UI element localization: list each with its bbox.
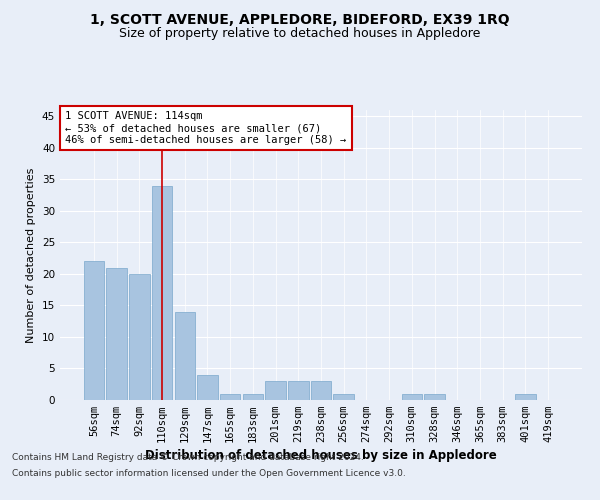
Bar [175, 312, 195, 400]
Text: Contains public sector information licensed under the Open Government Licence v3: Contains public sector information licen… [12, 468, 406, 477]
Text: 1, SCOTT AVENUE, APPLEDORE, BIDEFORD, EX39 1RQ: 1, SCOTT AVENUE, APPLEDORE, BIDEFORD, EX… [90, 12, 510, 26]
X-axis label: Distribution of detached houses by size in Appledore: Distribution of detached houses by size … [145, 450, 497, 462]
Text: 1 SCOTT AVENUE: 114sqm
← 53% of detached houses are smaller (67)
46% of semi-det: 1 SCOTT AVENUE: 114sqm ← 53% of detached… [65, 112, 346, 144]
Bar [197, 375, 218, 400]
Bar [242, 394, 263, 400]
Bar [152, 186, 172, 400]
Bar [84, 262, 104, 400]
Bar [334, 394, 354, 400]
Bar [129, 274, 149, 400]
Bar [424, 394, 445, 400]
Bar [288, 381, 308, 400]
Bar [265, 381, 286, 400]
Bar [311, 381, 331, 400]
Bar [106, 268, 127, 400]
Bar [220, 394, 241, 400]
Bar [515, 394, 536, 400]
Bar [401, 394, 422, 400]
Text: Size of property relative to detached houses in Appledore: Size of property relative to detached ho… [119, 28, 481, 40]
Text: Contains HM Land Registry data © Crown copyright and database right 2024.: Contains HM Land Registry data © Crown c… [12, 454, 364, 462]
Y-axis label: Number of detached properties: Number of detached properties [26, 168, 37, 342]
